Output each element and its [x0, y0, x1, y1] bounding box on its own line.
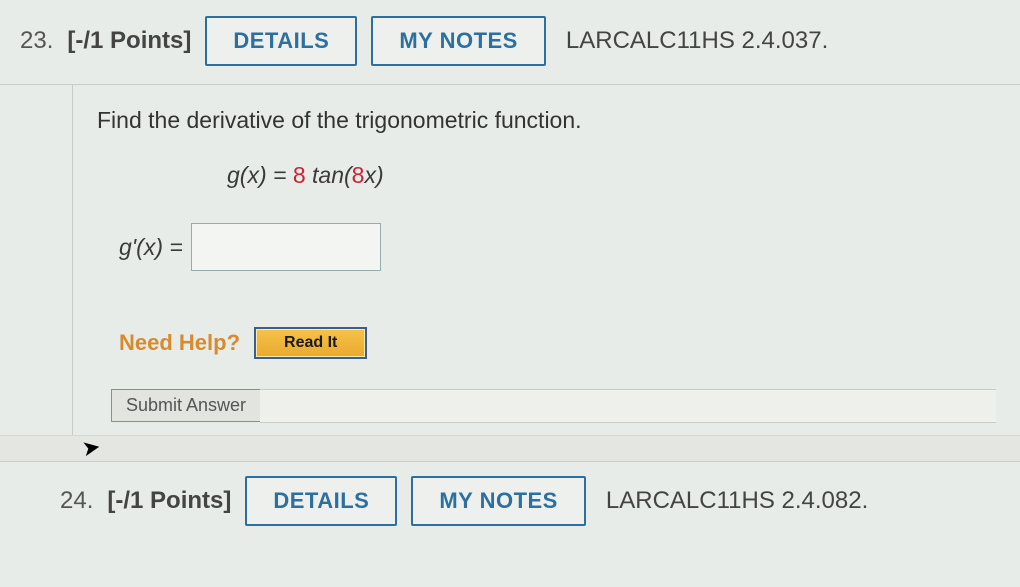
- equation-lhs: g(x) =: [227, 162, 293, 188]
- question-number: 23.: [20, 27, 53, 55]
- question-23-header: 23. [-/1 Points] DETAILS MY NOTES LARCAL…: [0, 0, 1020, 85]
- submit-track: [260, 389, 996, 423]
- my-notes-button[interactable]: MY NOTES: [411, 476, 586, 526]
- question-24-header: 24. [-/1 Points] DETAILS MY NOTES LARCAL…: [0, 461, 1020, 540]
- equation-tail: x): [364, 162, 383, 188]
- submit-answer-button[interactable]: Submit Answer: [111, 389, 261, 422]
- question-number: 24.: [60, 487, 93, 515]
- answer-lhs: g'(x) =: [119, 234, 183, 261]
- help-row: Need Help? Read It: [119, 327, 996, 359]
- question-divider: [0, 435, 1020, 461]
- answer-input[interactable]: [191, 223, 381, 271]
- need-help-label: Need Help?: [119, 330, 240, 356]
- answer-row: g'(x) =: [119, 223, 996, 271]
- equation-coef: 8: [293, 162, 306, 188]
- question-23-body: Find the derivative of the trigonometric…: [72, 85, 1020, 435]
- equation-inner-coef: 8: [352, 162, 365, 188]
- question-reference: LARCALC11HS 2.4.037.: [566, 27, 828, 55]
- question-reference: LARCALC11HS 2.4.082.: [606, 487, 868, 515]
- question-prompt: Find the derivative of the trigonometric…: [97, 107, 996, 134]
- submit-row: Submit Answer: [111, 389, 996, 423]
- equation-display: g(x) = 8 tan(8x): [227, 162, 996, 189]
- question-points: [-/1 Points]: [107, 487, 231, 515]
- read-it-button[interactable]: Read It: [254, 327, 367, 359]
- equation-mid: tan(: [306, 162, 352, 188]
- details-button[interactable]: DETAILS: [205, 16, 357, 66]
- details-button[interactable]: DETAILS: [245, 476, 397, 526]
- question-points: [-/1 Points]: [67, 27, 191, 55]
- my-notes-button[interactable]: MY NOTES: [371, 16, 546, 66]
